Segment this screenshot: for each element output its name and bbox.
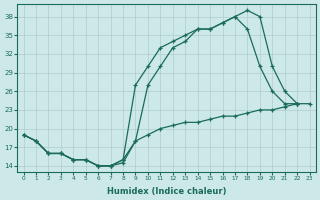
X-axis label: Humidex (Indice chaleur): Humidex (Indice chaleur): [107, 187, 226, 196]
